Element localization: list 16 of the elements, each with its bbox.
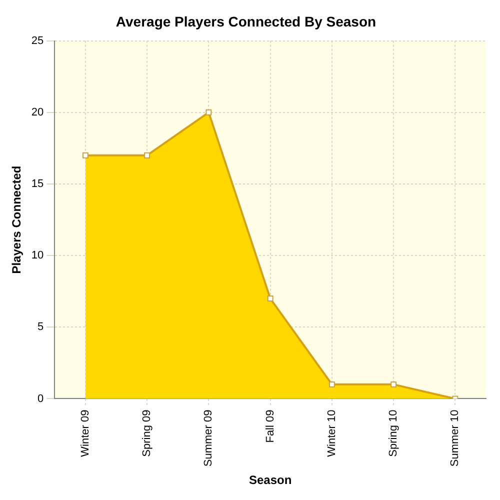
y-tick-label: 0 xyxy=(38,392,44,405)
chart-title: Average Players Connected By Season xyxy=(116,13,376,30)
y-tick-label: 25 xyxy=(31,34,44,47)
x-tick-label: Spring 09 xyxy=(141,410,154,457)
x-tick-label: Fall 09 xyxy=(264,410,276,443)
y-axis-title: Players Connected xyxy=(10,166,24,274)
x-tick-label: Winter 10 xyxy=(326,410,338,457)
y-tick-label: 5 xyxy=(38,321,44,334)
x-tick-label: Summer 09 xyxy=(202,410,215,467)
y-tick-label: 10 xyxy=(31,250,44,262)
x-tick-label: Summer 10 xyxy=(449,410,462,467)
x-tick-label: Spring 10 xyxy=(388,410,400,457)
x-tick-label: Winter 09 xyxy=(79,410,92,457)
y-tick-label: 15 xyxy=(31,178,44,190)
y-tick-label: 20 xyxy=(31,106,44,118)
x-axis-title: Season xyxy=(248,473,292,488)
